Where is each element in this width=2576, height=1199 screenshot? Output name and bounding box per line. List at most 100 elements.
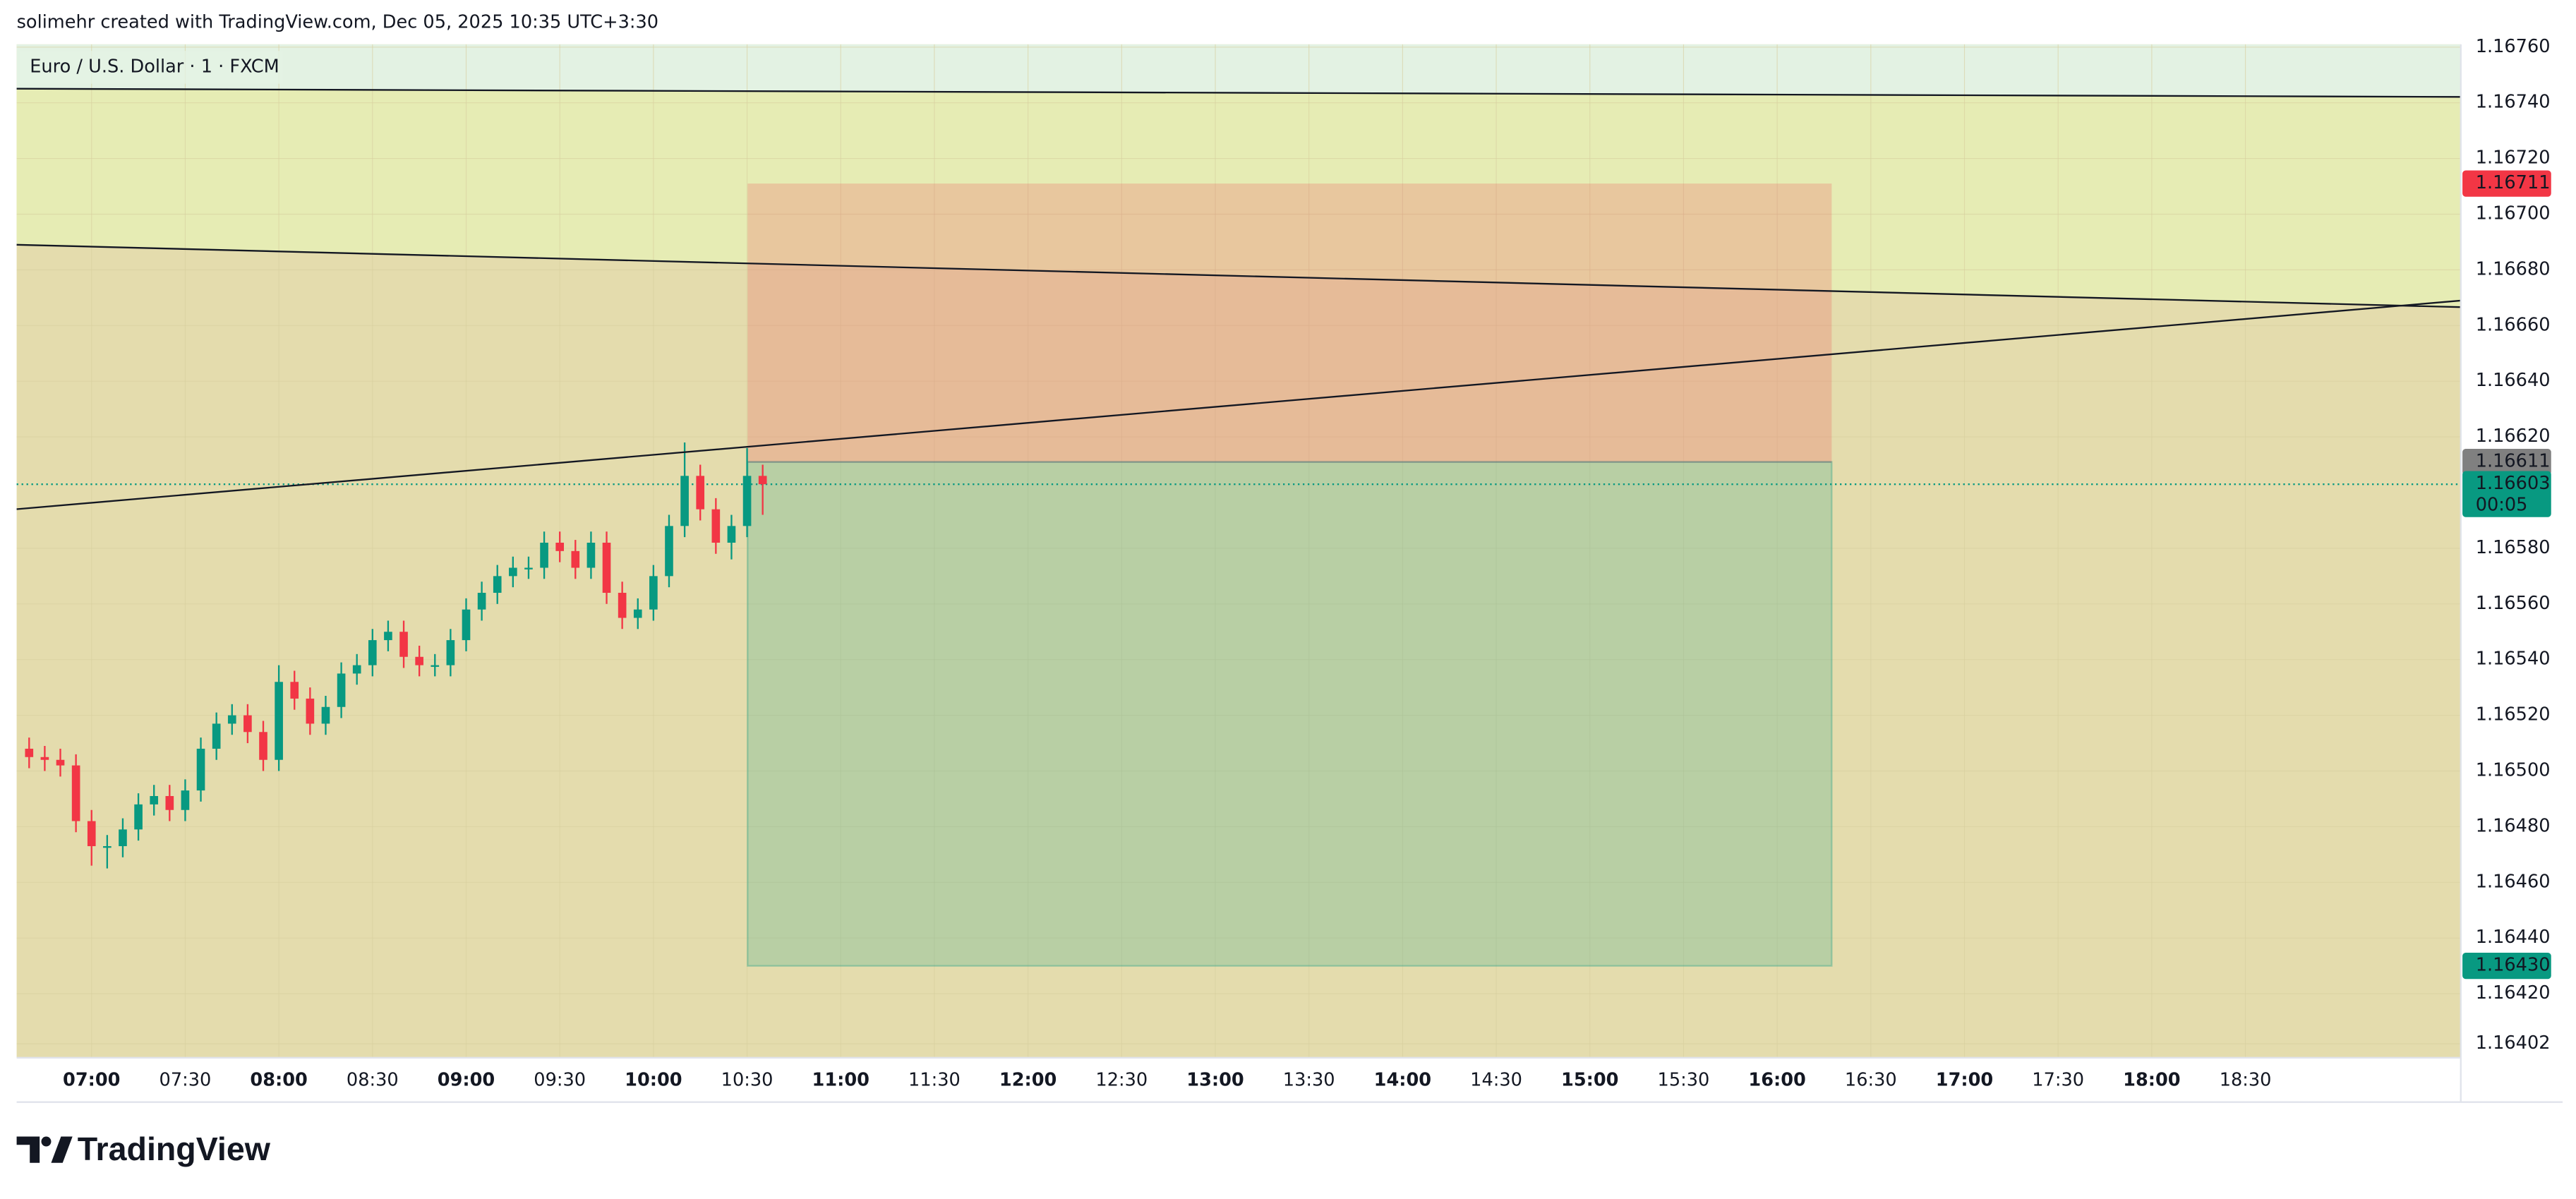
candle-body [727, 526, 736, 543]
y-tick-label: 1.16620 [2476, 426, 2551, 447]
candle-body [586, 543, 596, 568]
x-tick-label: 08:30 [347, 1069, 399, 1090]
candle-body [306, 698, 315, 724]
candle-body [602, 543, 611, 594]
x-tick-label: 16:00 [1748, 1069, 1805, 1090]
y-tick-label: 1.16660 [2476, 314, 2551, 335]
y-tick-label: 1.16540 [2476, 649, 2551, 670]
x-tick-label: 10:30 [721, 1069, 774, 1090]
candle-body [56, 759, 65, 766]
candle-body [119, 829, 127, 847]
candle-body [290, 682, 299, 699]
grid [16, 44, 2461, 1058]
candle-body [25, 748, 34, 757]
target-zone [747, 183, 1832, 462]
x-tick-label: 14:00 [1374, 1069, 1431, 1090]
x-tick-label: 17:00 [1936, 1069, 1993, 1090]
candle-body [181, 790, 190, 810]
x-tick-label: 14:30 [1470, 1069, 1522, 1090]
trend-line [16, 88, 2461, 98]
price-axis: 1.16760 1.16740 1.16720 1.16700 1.16680 1.166… [2476, 36, 2551, 1054]
candle-body [259, 732, 267, 760]
candle-body [352, 665, 361, 674]
countdown: 00:05 [2476, 494, 2528, 515]
x-tick-label: 09:00 [438, 1069, 495, 1090]
x-tick-label: 15:00 [1561, 1069, 1618, 1090]
y-tick-label: 1.16440 [2476, 927, 2551, 948]
candle-body [134, 804, 143, 830]
y-tick-label: 1.16640 [2476, 370, 2551, 391]
candle-body [571, 550, 580, 568]
price-label-bg [2462, 471, 2551, 517]
candle-body [758, 476, 767, 485]
candle-body [493, 576, 502, 594]
candle-body [40, 757, 49, 760]
x-tick-label: 17:30 [2032, 1069, 2084, 1090]
y-tick-label: 1.16520 [2476, 704, 2551, 725]
logo-icon [51, 1136, 73, 1163]
candle-body [680, 476, 689, 526]
candle-body [321, 706, 330, 724]
candle-body [446, 640, 455, 665]
candle-body [649, 576, 658, 610]
candle-body [212, 723, 221, 749]
candle-body [540, 543, 548, 568]
candle-body [696, 476, 705, 510]
x-tick-label: 12:30 [1095, 1069, 1148, 1090]
x-tick-label: 07:00 [63, 1069, 120, 1090]
legend-bg [20, 51, 283, 84]
price-label: 1.16611 [2476, 451, 2551, 472]
x-tick-label: 18:30 [2220, 1069, 2272, 1090]
x-tick-label: 09:30 [534, 1069, 586, 1090]
price-label: 1.16711 [2476, 172, 2551, 193]
candle-body [711, 509, 721, 543]
y-tick-label: 1.16402 [2476, 1032, 2551, 1054]
price-label-bg [2462, 448, 2551, 476]
candle-body [384, 632, 392, 641]
y-tick-label: 1.16480 [2476, 815, 2551, 836]
candle-body [555, 543, 565, 551]
candle-body [150, 796, 159, 805]
y-tick-label: 1.16500 [2476, 760, 2551, 781]
price-label-bg [2462, 170, 2551, 197]
x-tick-label: 13:00 [1186, 1069, 1244, 1090]
x-tick-label: 11:30 [908, 1069, 961, 1090]
logo-text: TradingView [78, 1131, 271, 1167]
trend-line [16, 243, 2461, 308]
candle-body [227, 715, 236, 724]
zone-mid [16, 88, 2461, 308]
price-label: 1.16603 [2476, 473, 2551, 494]
y-tick-label: 1.16760 [2476, 36, 2551, 57]
x-tick-label: 10:00 [625, 1069, 682, 1090]
x-tick-label: 16:30 [1845, 1069, 1897, 1090]
candle-body [196, 748, 205, 791]
candles [25, 442, 767, 869]
x-tick-label: 07:30 [160, 1069, 212, 1090]
y-tick-label: 1.16740 [2476, 92, 2551, 113]
candle-body [477, 593, 486, 610]
candle-body [618, 593, 627, 618]
candle-body [275, 682, 283, 760]
candle-body [337, 673, 346, 707]
x-tick-label: 12:00 [999, 1069, 1057, 1090]
stop-zone [747, 461, 1833, 967]
x-tick-label: 13:30 [1283, 1069, 1335, 1090]
x-tick-label: 08:00 [250, 1069, 307, 1090]
y-tick-label: 1.16580 [2476, 537, 2551, 558]
candle-body [165, 796, 174, 810]
candle-body [665, 526, 673, 577]
time-axis: 07:00 07:30 08:00 08:30 09:00 09:30 10:00 10:30… [63, 1069, 2271, 1090]
candle-body [71, 765, 80, 821]
candle-body [243, 715, 252, 733]
x-tick-label: 15:30 [1658, 1069, 1710, 1090]
header-text: solimehr created with TradingView.com, D… [17, 12, 659, 33]
candle-body [368, 640, 377, 665]
zone-top [16, 44, 2461, 97]
trend-line [16, 299, 2461, 510]
y-tick-label: 1.16720 [2476, 147, 2551, 169]
logo: TradingView [16, 1131, 271, 1167]
candle-body [462, 609, 471, 641]
position-tool [16, 183, 2461, 967]
y-tick-label: 1.16420 [2476, 982, 2551, 1004]
